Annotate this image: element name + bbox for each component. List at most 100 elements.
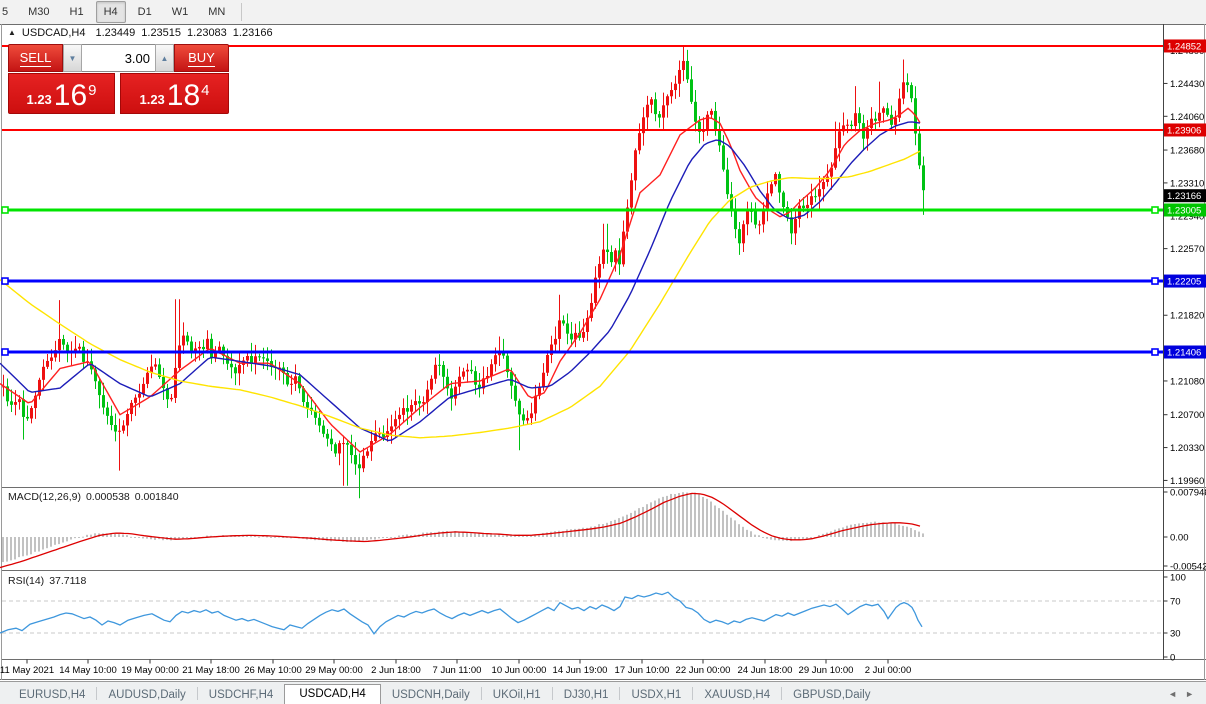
svg-text:26 May 10:00: 26 May 10:00 <box>244 665 302 676</box>
timeframe-button-h1[interactable]: H1 <box>69 6 84 18</box>
svg-text:1.22940: 1.22940 <box>1170 211 1204 222</box>
horizontal-lines <box>1 44 1163 356</box>
svg-text:14 May 10:00: 14 May 10:00 <box>59 665 117 676</box>
chart-tab-dj30[interactable]: DJ30,H1 <box>563 689 609 701</box>
volume-increase-button[interactable]: ▲ <box>155 44 174 72</box>
chart-tab-usdchf[interactable]: USDCHF,H4 <box>208 689 274 701</box>
macd-label: MACD(12,26,9) 0.000538 0.001840 <box>8 491 179 503</box>
price-badge-1.22205: 1.22205 <box>1164 274 1206 288</box>
svg-text:30: 30 <box>1170 629 1181 640</box>
svg-text:19 May 00:00: 19 May 00:00 <box>121 665 179 676</box>
tab-separator <box>480 687 482 700</box>
tab-separator <box>692 687 694 700</box>
tab-separator <box>619 687 621 700</box>
svg-text:1.20700: 1.20700 <box>1170 410 1204 421</box>
ohlc-high: 1.23515 <box>141 27 182 39</box>
svg-text:21 May 18:00: 21 May 18:00 <box>182 665 240 676</box>
svg-text:17 Jun 10:00: 17 Jun 10:00 <box>615 665 670 676</box>
rsi-panel: 100 70 30 0 <box>0 573 1186 664</box>
svg-text:2 Jul 00:00: 2 Jul 00:00 <box>865 665 911 676</box>
bid-pip: 9 <box>88 82 97 99</box>
chart-tab-ukoil[interactable]: UKOil,H1 <box>492 689 541 701</box>
tab-separator <box>96 687 98 700</box>
svg-text:1.21820: 1.21820 <box>1170 311 1204 322</box>
svg-text:1.24060: 1.24060 <box>1170 112 1204 123</box>
svg-text:29 Jun 10:00: 29 Jun 10:00 <box>799 665 854 676</box>
ask-price-box[interactable]: 1.23 18 4 <box>120 73 229 114</box>
ohlc-close: 1.23166 <box>232 27 273 39</box>
date-axis: 11 May 2021 14 May 10:00 19 May 00:00 21 Ma… <box>0 659 911 676</box>
ask-big: 18 <box>166 79 201 112</box>
chart-tab-eurusd[interactable]: EURUSD,H4 <box>19 689 86 701</box>
timeframe-button-m30[interactable]: M30 <box>28 6 50 18</box>
bid-big: 16 <box>53 79 88 112</box>
scroll-right-icon[interactable]: ► <box>1185 689 1194 699</box>
chart-tabbar: EURUSD,H4 AUDUSD,Daily USDCHF,H4 USDCAD,H4 U… <box>0 681 1206 704</box>
price-badge-1.23166: 1.23166 <box>1164 189 1206 203</box>
svg-text:1.23906: 1.23906 <box>1167 125 1201 136</box>
toolbar-separator <box>241 3 243 21</box>
svg-text:1.19960: 1.19960 <box>1170 476 1204 487</box>
timeframe-button-mn[interactable]: MN <box>208 6 226 18</box>
timeframe-button-5[interactable]: 5 <box>2 6 9 18</box>
chart-tab-usdcad[interactable]: USDCAD,H4 <box>284 684 381 704</box>
buy-button[interactable]: BUY <box>174 44 229 72</box>
volume-input[interactable] <box>82 44 155 72</box>
timeframe-button-w1[interactable]: W1 <box>171 6 189 18</box>
chart-tab-usdcnh[interactable]: USDCNH,Daily <box>391 689 470 701</box>
chart-tab-usdx[interactable]: USDX,H1 <box>631 689 682 701</box>
bid-price-box[interactable]: 1.23 16 9 <box>8 73 115 114</box>
sell-button[interactable]: SELL <box>8 44 63 72</box>
volume-decrease-button[interactable]: ▼ <box>63 44 82 72</box>
svg-text:0: 0 <box>1170 653 1175 664</box>
chart-tab-audusd[interactable]: AUDUSD,Daily <box>108 689 186 701</box>
hline-anchor[interactable] <box>1151 348 1159 356</box>
timeframe-button-d1[interactable]: D1 <box>137 6 152 18</box>
hline-anchor[interactable] <box>1151 277 1159 285</box>
svg-text:0.007948: 0.007948 <box>1170 488 1206 499</box>
svg-text:7 Jun 11:00: 7 Jun 11:00 <box>433 665 482 676</box>
hline-anchor[interactable] <box>1 206 9 214</box>
svg-text:0.00: 0.00 <box>1170 533 1189 544</box>
svg-text:10 Jun 00:00: 10 Jun 00:00 <box>492 665 547 676</box>
ask-prefix: 1.23 <box>139 92 165 107</box>
tab-separator <box>781 687 783 700</box>
bid-prefix: 1.23 <box>26 92 52 107</box>
svg-text:11 May 2021: 11 May 2021 <box>0 665 54 676</box>
tab-separator <box>196 687 198 700</box>
price-badge-1.23906: 1.23906 <box>1164 123 1206 136</box>
tab-separator <box>551 687 553 700</box>
chart-tab-xauusd[interactable]: XAUUSD,H4 <box>704 689 771 701</box>
svg-text:1.23310: 1.23310 <box>1170 178 1204 189</box>
svg-text:1.24430: 1.24430 <box>1170 79 1204 90</box>
rsi-value: 37.7118 <box>49 575 87 587</box>
rsi-label: RSI(14) 37.7118 <box>8 575 87 587</box>
svg-text:1.21080: 1.21080 <box>1170 376 1204 387</box>
svg-text:1.21406: 1.21406 <box>1167 348 1201 359</box>
down-arrow-icon: ▼ <box>68 53 77 63</box>
timeframe-button-h4[interactable]: H4 <box>95 1 126 23</box>
svg-text:1.23166: 1.23166 <box>1167 191 1201 202</box>
svg-text:24 Jun 18:00: 24 Jun 18:00 <box>738 665 793 676</box>
price-badge-1.23005: 1.23005 <box>1164 203 1206 217</box>
scroll-left-icon[interactable]: ◄ <box>1168 689 1178 699</box>
chart-tab-gbpusd[interactable]: GBPUSD,Daily <box>793 689 871 701</box>
svg-text:1.23680: 1.23680 <box>1170 146 1204 157</box>
svg-text:14 Jun 19:00: 14 Jun 19:00 <box>553 665 608 676</box>
ma-fast <box>0 107 921 453</box>
svg-text:1.24852: 1.24852 <box>1167 41 1201 52</box>
collapse-arrow-icon[interactable]: ▲ <box>8 27 16 37</box>
price-badge-1.24852: 1.24852 <box>1164 39 1206 53</box>
svg-text:70: 70 <box>1170 597 1181 608</box>
svg-text:22 Jun 00:00: 22 Jun 00:00 <box>676 665 731 676</box>
svg-text:1.22570: 1.22570 <box>1170 244 1204 255</box>
one-click-trading-panel: SELL ▼ ▲ BUY 1.23 16 9 1.23 18 4 <box>8 44 229 114</box>
hline-anchor[interactable] <box>1 348 9 356</box>
svg-text:29 May 00:00: 29 May 00:00 <box>305 665 363 676</box>
hline-anchor[interactable] <box>1151 206 1159 214</box>
ma-slow <box>0 150 921 439</box>
hline-anchor[interactable] <box>1 277 9 285</box>
